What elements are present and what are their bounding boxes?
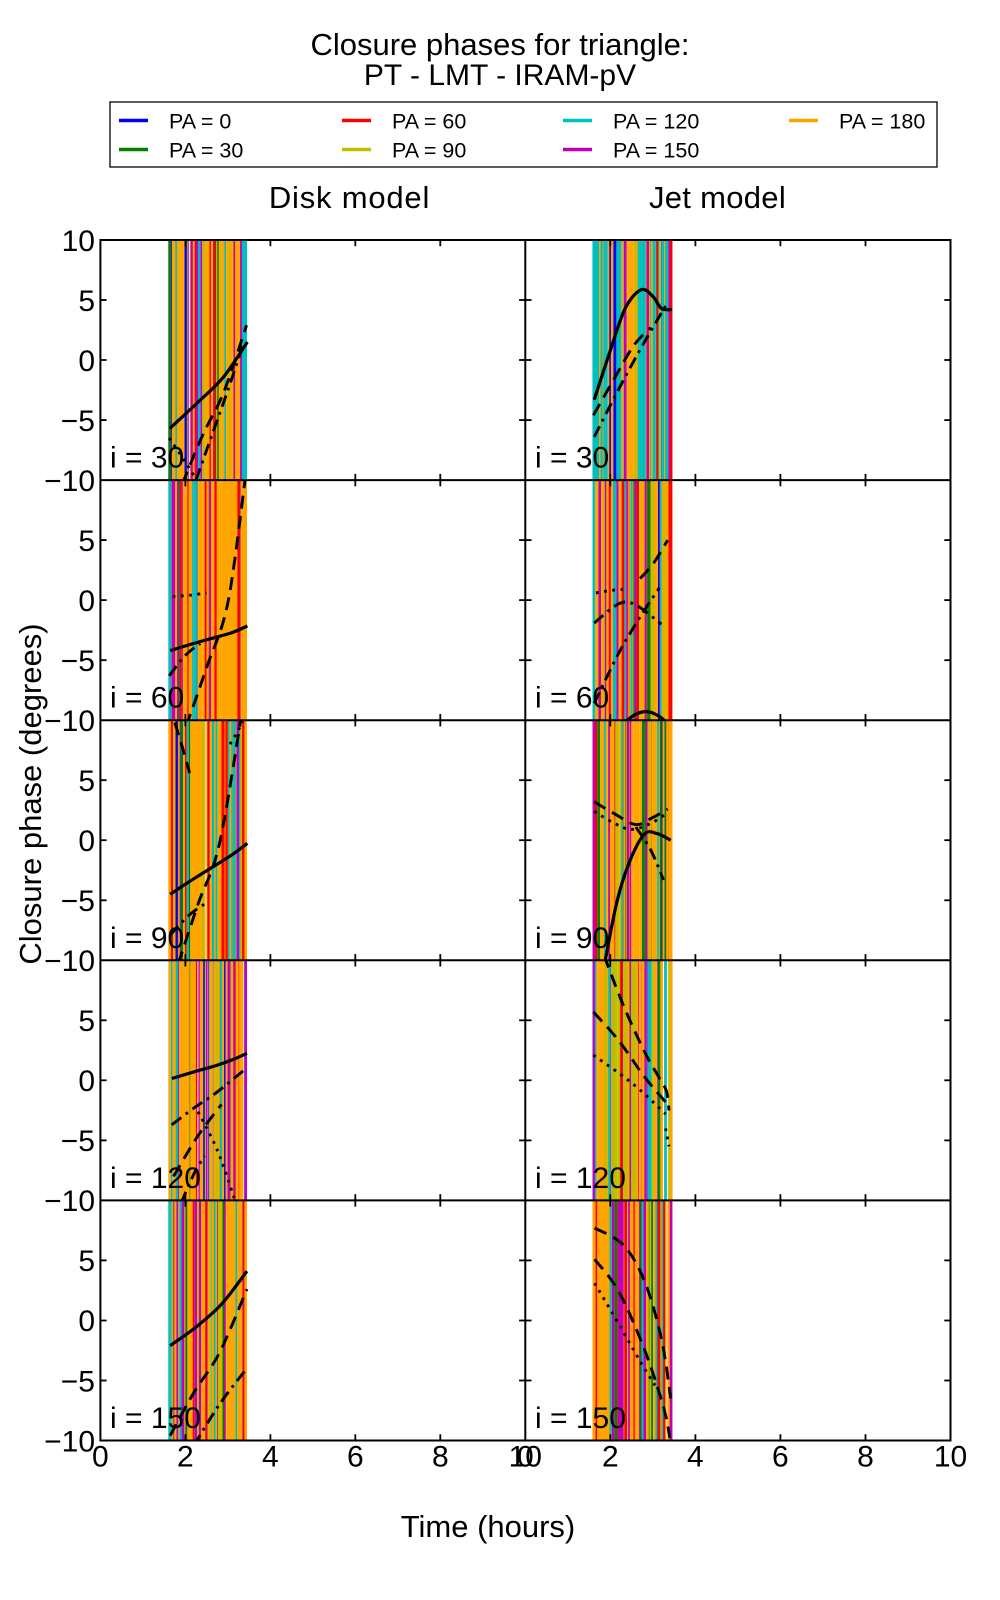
- svg-text:PA = 90: PA = 90: [392, 139, 466, 163]
- svg-text:6: 6: [347, 1441, 364, 1474]
- svg-text:0: 0: [92, 1441, 109, 1474]
- svg-text:i = 150: i = 150: [535, 1402, 626, 1435]
- svg-text:Disk model: Disk model: [269, 180, 430, 215]
- svg-text:8: 8: [857, 1441, 874, 1474]
- svg-text:−5: −5: [61, 1125, 95, 1158]
- svg-text:PA = 0: PA = 0: [169, 110, 231, 134]
- svg-text:10: 10: [934, 1441, 967, 1474]
- svg-text:0: 0: [78, 1305, 95, 1338]
- svg-text:Jet model: Jet model: [649, 180, 786, 215]
- svg-text:PA = 30: PA = 30: [169, 139, 243, 163]
- svg-text:5: 5: [78, 285, 95, 318]
- svg-text:0: 0: [78, 825, 95, 858]
- svg-text:10: 10: [509, 1441, 542, 1474]
- svg-text:Time (hours): Time (hours): [401, 1509, 576, 1544]
- svg-text:−5: −5: [61, 405, 95, 438]
- svg-text:PA = 120: PA = 120: [613, 110, 699, 134]
- svg-text:i = 30: i = 30: [535, 442, 609, 475]
- svg-text:5: 5: [78, 765, 95, 798]
- svg-text:5: 5: [78, 525, 95, 558]
- svg-text:Closure phases for triangle:: Closure phases for triangle:: [310, 27, 689, 62]
- svg-text:−10: −10: [44, 945, 95, 978]
- svg-text:4: 4: [687, 1441, 704, 1474]
- svg-text:i = 120: i = 120: [110, 1162, 201, 1195]
- svg-text:−10: −10: [44, 465, 95, 498]
- svg-text:PA = 60: PA = 60: [392, 110, 466, 134]
- svg-text:−10: −10: [44, 1185, 95, 1218]
- svg-text:2: 2: [602, 1441, 619, 1474]
- svg-text:0: 0: [78, 345, 95, 378]
- svg-text:−5: −5: [61, 885, 95, 918]
- svg-text:PA = 180: PA = 180: [839, 110, 925, 134]
- svg-text:PA = 150: PA = 150: [613, 139, 699, 163]
- svg-text:10: 10: [62, 225, 95, 258]
- svg-text:i = 60: i = 60: [110, 682, 184, 715]
- svg-text:6: 6: [772, 1441, 789, 1474]
- svg-text:−5: −5: [61, 1365, 95, 1398]
- svg-text:5: 5: [78, 1005, 95, 1038]
- svg-text:Closure phase (degrees): Closure phase (degrees): [13, 623, 48, 964]
- svg-text:i = 30: i = 30: [110, 442, 184, 475]
- svg-text:0: 0: [78, 1065, 95, 1098]
- svg-text:2: 2: [177, 1441, 194, 1474]
- svg-text:i = 120: i = 120: [535, 1162, 626, 1195]
- svg-text:4: 4: [262, 1441, 279, 1474]
- svg-text:8: 8: [432, 1441, 449, 1474]
- svg-text:i = 150: i = 150: [110, 1402, 201, 1435]
- svg-text:−5: −5: [61, 645, 95, 678]
- svg-text:PT - LMT - IRAM-pV: PT - LMT - IRAM-pV: [364, 59, 636, 92]
- svg-text:5: 5: [78, 1245, 95, 1278]
- svg-text:−10: −10: [44, 1425, 95, 1458]
- svg-text:i = 60: i = 60: [535, 682, 609, 715]
- svg-text:0: 0: [78, 585, 95, 618]
- svg-text:0: 0: [517, 1441, 534, 1474]
- svg-text:i = 90: i = 90: [535, 922, 609, 955]
- svg-text:i = 90: i = 90: [110, 922, 184, 955]
- svg-text:−10: −10: [44, 705, 95, 738]
